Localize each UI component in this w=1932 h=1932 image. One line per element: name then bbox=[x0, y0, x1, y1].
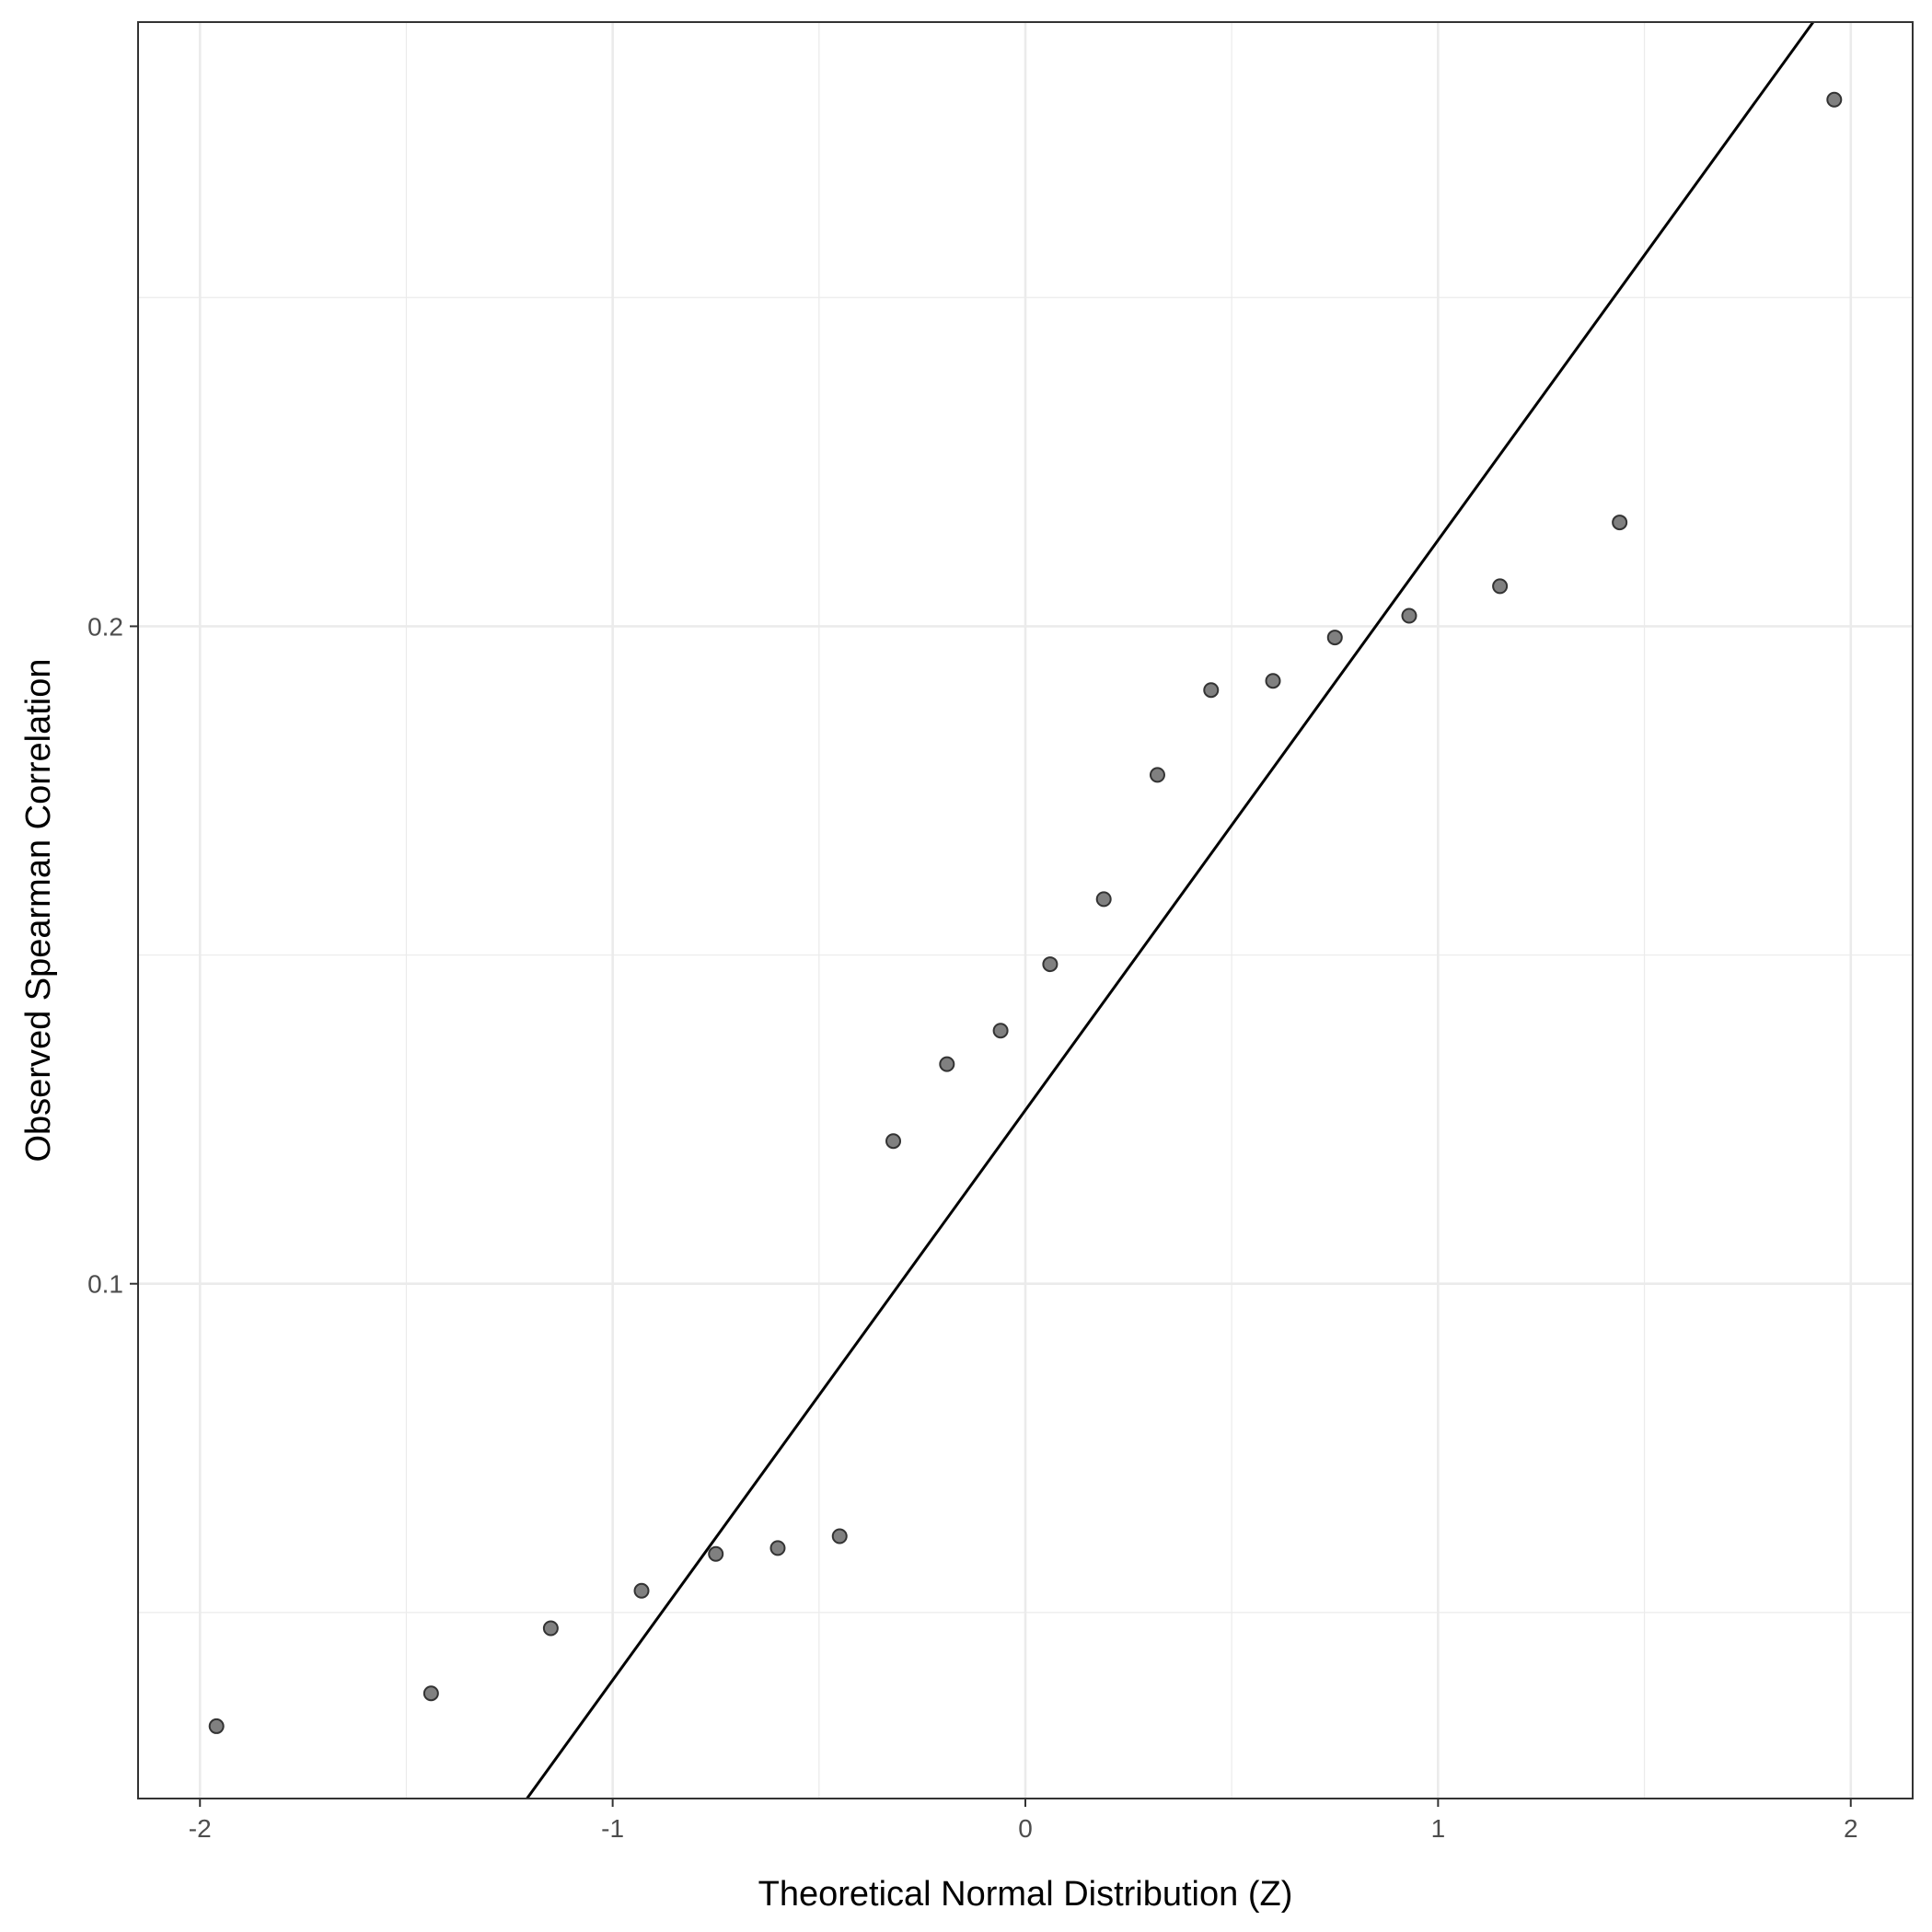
grid-lines bbox=[138, 22, 1913, 1799]
data-point bbox=[422, 1685, 439, 1702]
y-tick-label: 0.2 bbox=[87, 612, 123, 641]
data-point bbox=[1203, 682, 1220, 699]
data-point bbox=[633, 1582, 650, 1599]
data-point bbox=[208, 1718, 225, 1734]
reference-line-group bbox=[526, 21, 1815, 1799]
x-tick-label: 1 bbox=[1431, 1814, 1446, 1843]
x-tick-label: -1 bbox=[601, 1814, 624, 1843]
data-point bbox=[1401, 607, 1417, 624]
x-tick-label: 0 bbox=[1018, 1814, 1033, 1843]
data-point bbox=[831, 1528, 848, 1544]
data-points bbox=[208, 91, 1843, 1734]
data-point bbox=[708, 1545, 724, 1562]
reference-line bbox=[526, 21, 1815, 1799]
y-tick-label: 0.1 bbox=[87, 1270, 123, 1299]
y-axis-title: Observed Spearman Correlation bbox=[19, 658, 58, 1162]
data-point bbox=[1826, 91, 1843, 108]
data-point bbox=[1149, 767, 1165, 783]
data-point bbox=[1095, 891, 1112, 908]
data-point bbox=[992, 1023, 1009, 1039]
data-point bbox=[769, 1540, 786, 1556]
data-point bbox=[1326, 630, 1343, 646]
data-point bbox=[542, 1620, 559, 1637]
data-point bbox=[939, 1056, 955, 1072]
data-point bbox=[885, 1133, 902, 1150]
axis-ticks: -2 -1 0 1 2 0.1 0.2 bbox=[87, 612, 1857, 1843]
x-tick-label: -2 bbox=[189, 1814, 212, 1843]
x-axis-title: Theoretical Normal Distribution (Z) bbox=[758, 1875, 1293, 1914]
data-point bbox=[1492, 578, 1509, 595]
data-point bbox=[1042, 956, 1059, 973]
data-point bbox=[1612, 515, 1628, 531]
data-point bbox=[1265, 673, 1281, 689]
x-tick-label: 2 bbox=[1844, 1814, 1858, 1843]
